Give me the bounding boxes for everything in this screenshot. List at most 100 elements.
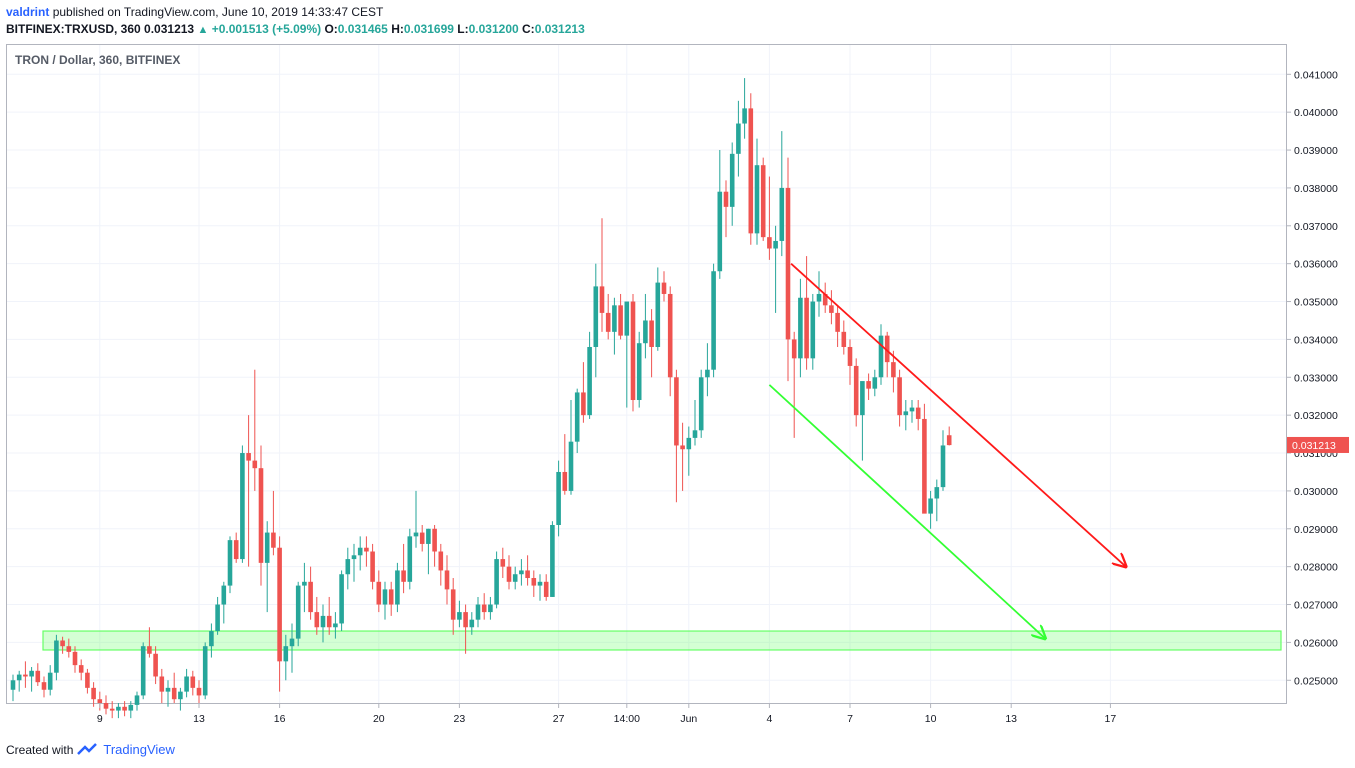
- candle: [897, 369, 902, 427]
- candle-body: [531, 578, 537, 586]
- candle-body: [426, 528, 431, 544]
- candle: [909, 400, 915, 423]
- x-tick-label: 10: [925, 713, 937, 725]
- candle: [78, 659, 84, 681]
- support-zone-layer: [42, 630, 1282, 651]
- x-tick-label: 14:00: [614, 713, 640, 725]
- candle-body: [847, 346, 853, 366]
- candle-body: [519, 570, 524, 575]
- author-link[interactable]: valdrint: [6, 5, 50, 19]
- support-trendline[interactable]: [768, 384, 1045, 639]
- published-text: published on TradingView.com, June 10, 2…: [52, 5, 384, 19]
- candle-body: [122, 706, 127, 711]
- candle-body: [395, 570, 400, 605]
- x-tick-label: 17: [1105, 713, 1117, 725]
- candle: [773, 225, 778, 313]
- candle-body: [78, 665, 84, 673]
- y-tick-label: 0.030000: [1294, 486, 1338, 498]
- candle: [370, 543, 375, 590]
- price-axis[interactable]: 0.041000 0.040000 0.039000 0.038000 0.037000…: [1286, 69, 1349, 687]
- candle-body: [488, 604, 493, 613]
- candle: [655, 267, 661, 351]
- candle: [246, 415, 251, 567]
- candle: [556, 460, 561, 537]
- current-price-label: 0.031213: [1292, 440, 1336, 452]
- candle-body: [562, 471, 568, 491]
- time-axis[interactable]: 9 13 16 20 23 27 14:00 Jun 4 7 10 13 17: [97, 703, 1117, 725]
- candle: [128, 701, 134, 719]
- price-change: +0.001513 (+5.09%): [211, 22, 322, 36]
- candle: [376, 570, 382, 613]
- candle: [339, 570, 344, 632]
- candle: [364, 536, 369, 567]
- candle-body: [97, 699, 103, 703]
- tradingview-logo-icon: [77, 742, 98, 755]
- candle-body: [463, 612, 468, 628]
- candle-body: [866, 381, 871, 389]
- candle: [581, 362, 586, 423]
- candle-body: [587, 346, 592, 416]
- candle: [388, 581, 394, 616]
- open-label: O:: [324, 22, 338, 36]
- candle: [419, 524, 425, 552]
- candle: [550, 521, 555, 597]
- candle: [630, 293, 636, 412]
- candle: [171, 672, 177, 703]
- candle: [680, 422, 685, 491]
- candle-body: [109, 708, 115, 711]
- candle-body: [884, 335, 890, 363]
- candle-body: [500, 559, 506, 567]
- x-tick-label: 23: [454, 713, 466, 725]
- candle-body: [475, 604, 481, 620]
- candle: [500, 547, 506, 579]
- candle-body: [748, 108, 754, 234]
- price-chart[interactable]: 0.041000 0.040000 0.039000 0.038000 0.037000…: [0, 40, 1355, 740]
- candle: [612, 297, 617, 355]
- candle: [519, 559, 524, 586]
- candle-body: [711, 271, 716, 370]
- candle-body: [872, 377, 878, 389]
- candle: [407, 528, 413, 590]
- candle: [829, 290, 834, 325]
- candle-body: [779, 187, 785, 241]
- candle: [785, 157, 791, 382]
- candle-body: [438, 551, 444, 571]
- candle-body: [723, 191, 729, 207]
- candle: [438, 543, 444, 586]
- tradingview-brand-link[interactable]: TradingView: [103, 742, 175, 757]
- resistance-trendline[interactable]: [790, 262, 1126, 567]
- candle-body: [444, 570, 450, 590]
- candle: [357, 536, 363, 571]
- candle-body: [481, 604, 487, 613]
- candle: [209, 623, 214, 658]
- candle: [302, 562, 307, 613]
- y-tick-label: 0.029000: [1294, 524, 1338, 536]
- candle-body: [574, 392, 580, 442]
- candle: [103, 695, 109, 715]
- candle-body: [915, 407, 921, 419]
- candle-body: [202, 646, 208, 696]
- candle: [91, 682, 96, 707]
- candle: [10, 674, 16, 702]
- candle-body: [29, 670, 34, 677]
- candle-body: [23, 674, 28, 677]
- candle-body: [10, 680, 16, 690]
- candle: [215, 596, 220, 635]
- candle-body: [680, 445, 685, 450]
- candle: [798, 278, 803, 378]
- candle-body: [903, 411, 909, 416]
- candle-body: [940, 445, 946, 488]
- candle: [382, 581, 388, 620]
- candle: [66, 638, 72, 658]
- candle-body: [717, 191, 723, 272]
- candle: [525, 555, 530, 586]
- candle: [543, 574, 549, 601]
- grid: [7, 45, 1286, 703]
- candle: [760, 157, 766, 241]
- candle-body: [320, 615, 326, 628]
- candle-body: [339, 574, 344, 624]
- candle-body: [568, 441, 574, 491]
- candle: [202, 642, 208, 700]
- x-tick-label: 16: [274, 713, 286, 725]
- x-tick-label: 13: [193, 713, 205, 725]
